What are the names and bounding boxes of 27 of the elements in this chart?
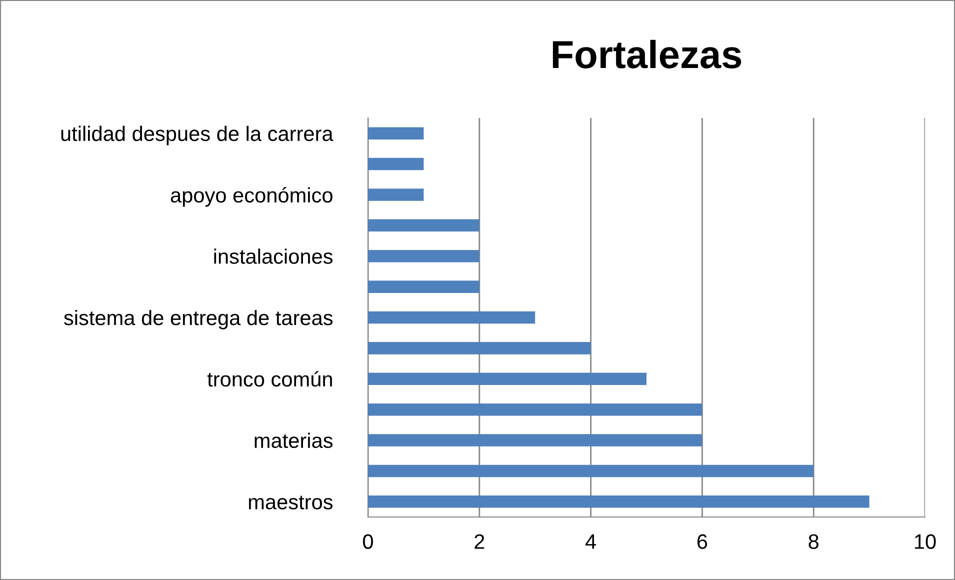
x-tick-label: 8 [808,534,818,549]
bar [368,250,480,262]
bar [368,127,424,140]
bar [368,496,870,508]
bar [368,311,536,324]
bar [368,403,702,416]
bar [368,434,702,446]
x-tick-label: 0 [363,534,373,549]
bar [368,372,646,386]
bar [368,158,424,170]
chart-title: Fortalezas [552,40,742,68]
y-tick-label: materias [254,432,333,448]
x-tick-label: 2 [474,534,484,549]
bar [368,188,424,201]
y-tick-label: utilidad despues de la carrera [61,126,334,146]
y-tick-label: instalaciones [214,248,333,264]
x-tick-label: 4 [585,534,596,549]
bar [368,342,591,354]
y-tick-label: sistema de entrega de tareas [64,310,333,330]
y-tick-label: maestros [248,496,333,510]
x-tick-label: 6 [697,534,708,549]
bar [368,219,480,232]
x-tick-label: 10 [915,534,936,549]
y-tick-label: apoyo económico [170,187,332,207]
bar [368,280,480,293]
bar [368,464,814,478]
y-tick-label: tronco común [207,371,332,387]
